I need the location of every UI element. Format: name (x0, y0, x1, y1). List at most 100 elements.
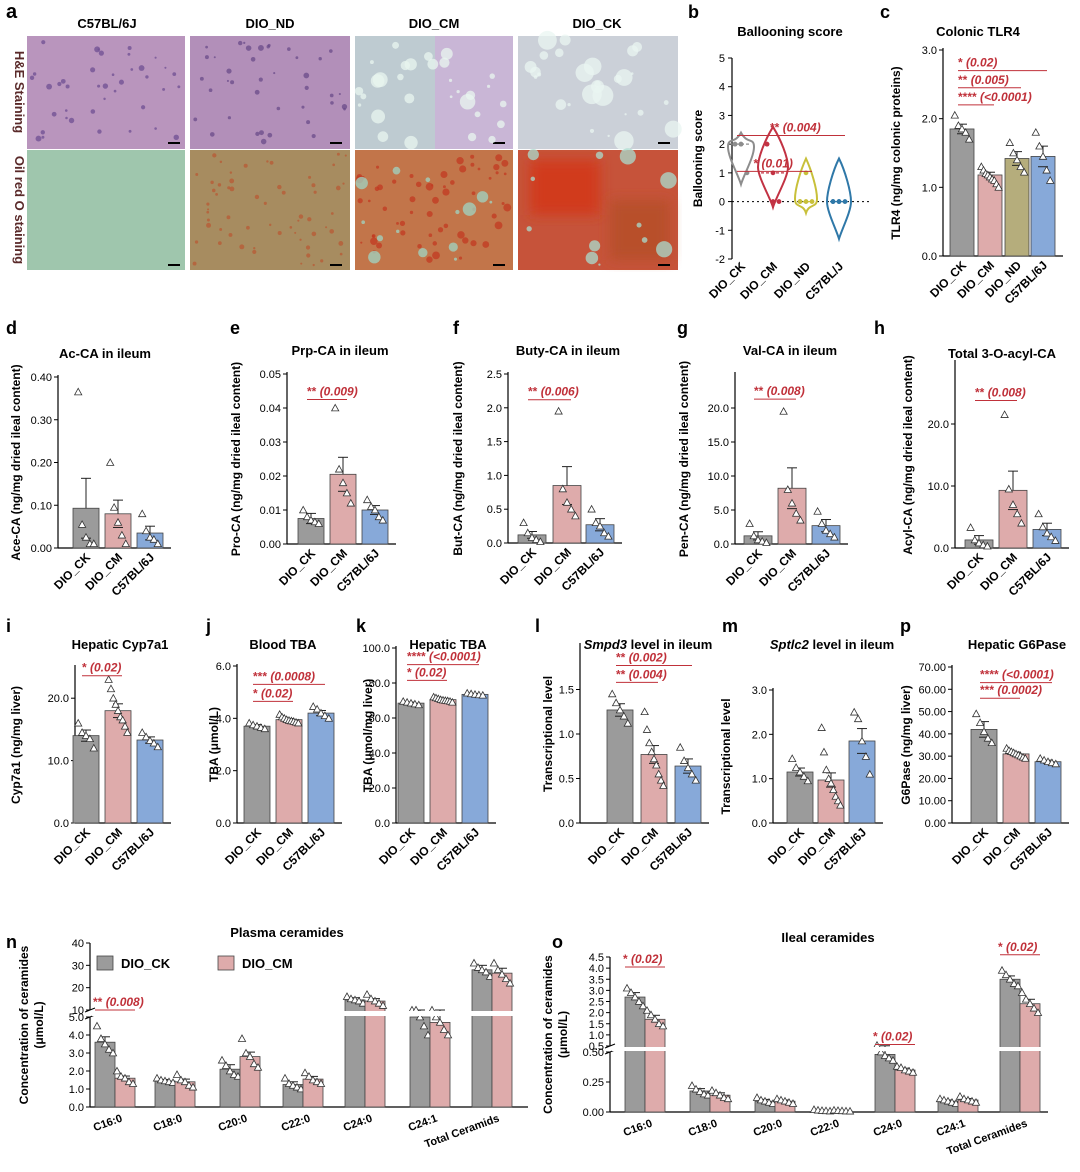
y-tick-label: 3.0 (922, 45, 937, 57)
bar (243, 725, 271, 824)
data-point (120, 721, 130, 730)
data-point (1038, 152, 1048, 160)
bar (777, 487, 807, 545)
significance-label: ** (0.008) (754, 384, 805, 398)
tissue-texture-dot (465, 90, 476, 101)
tissue-texture-dot (637, 109, 644, 116)
tissue-texture-dot (259, 130, 264, 136)
row-label-oil-red: Oil red O staining (12, 156, 27, 264)
data-point (493, 965, 503, 974)
y-tick-label: 70.00 (918, 662, 946, 674)
tissue-texture-dot (332, 163, 336, 167)
bar (471, 969, 493, 1108)
data-point (776, 199, 782, 204)
tissue-texture-dot (64, 109, 68, 112)
data-point (830, 199, 836, 204)
y-tick-label: 0.00 (925, 818, 946, 830)
tissue-texture-dot (90, 109, 96, 114)
data-point (623, 718, 633, 727)
data-point (791, 763, 801, 771)
y-axis-label: Ace-CA (ng/mg dried ileal content) (9, 364, 23, 560)
bar (136, 739, 164, 824)
tissue-texture-dot (470, 240, 477, 247)
tissue-texture-dot (488, 135, 496, 144)
tissue-texture-dot (477, 167, 481, 171)
tissue-texture-dot (357, 103, 362, 107)
data-point (314, 519, 324, 527)
violin (825, 156, 853, 243)
data-point (783, 485, 793, 493)
tissue-texture-dot (474, 111, 481, 118)
data-point (123, 728, 132, 736)
bar (606, 709, 634, 824)
data-point (149, 535, 159, 543)
significance-p-value: (0.004) (783, 121, 821, 135)
data-point (448, 697, 457, 706)
bar (644, 1018, 666, 1113)
y-tick-label: 2.5 (589, 997, 604, 1009)
tissue-texture-dot (206, 210, 210, 214)
oilred-image-nd (190, 150, 350, 270)
y-tick-label: 0.00 (260, 539, 281, 551)
data-point (723, 1094, 733, 1103)
data-point (128, 1079, 138, 1087)
tissue-texture-dot (295, 56, 299, 60)
tissue-texture-dot (367, 199, 371, 203)
data-point (752, 1093, 762, 1101)
tissue-texture-dot (448, 242, 458, 252)
tissue-texture-dot (486, 84, 491, 88)
tissue-texture-dot (440, 47, 453, 60)
y-tick-label: 20.0 (708, 403, 729, 415)
bar (1030, 156, 1056, 257)
tissue-texture-dot (439, 57, 450, 68)
data-point (308, 1075, 318, 1084)
legend-swatch (96, 955, 114, 971)
tissue-texture-dot (329, 49, 333, 53)
y-tick-label: 0.0 (216, 818, 231, 830)
significance-label: ** (0.004) (616, 667, 667, 681)
y-axis-label: Pen-CA (ng/mg dried ileal content) (677, 361, 691, 557)
data-point (117, 530, 127, 539)
data-point (691, 1084, 701, 1093)
tissue-texture-dot (501, 201, 505, 206)
data-point (1038, 522, 1048, 531)
data-point (745, 519, 754, 527)
bar (894, 1069, 916, 1113)
tissue-texture-dot (311, 183, 316, 188)
tissue-texture-dot (229, 186, 235, 192)
y-axis-label: TBA (μmol/L) (207, 707, 221, 782)
tissue-texture-dot (41, 135, 45, 139)
data-point (113, 706, 123, 714)
significance-stars: * (253, 686, 261, 700)
tissue-texture-dot (94, 46, 101, 53)
y-axis-label-line2: (μmol/L) (556, 1011, 570, 1058)
tissue-texture-dot (615, 69, 633, 86)
tissue-texture-dot (111, 73, 115, 76)
x-tick-label: C22:0 (280, 1113, 312, 1135)
panel-o-ileal-ceramides: o Ileal ceramides Concentration of ceramid… (541, 930, 1048, 1158)
tissue-texture-dot (65, 84, 70, 89)
y-tick-label: 0.0 (69, 1102, 84, 1114)
title-italic-gene: Sptlc2 (770, 637, 810, 652)
tissue-texture-dot (267, 132, 273, 138)
tissue-texture-dot (226, 79, 229, 83)
significance-label: ** (0.006) (528, 385, 579, 399)
tissue-texture-dot (456, 89, 460, 94)
tissue-texture-dot (320, 259, 324, 263)
bar (361, 509, 389, 545)
y-axis-label: Ballooning score (691, 110, 705, 208)
y-tick-label: 6.0 (216, 661, 231, 673)
bar (998, 489, 1028, 549)
tissue-texture-dot (450, 180, 455, 185)
data-point (787, 498, 797, 507)
significance-stars: ** (770, 121, 783, 135)
tissue-texture-dot (425, 182, 434, 191)
panel-h-total-acyl-ca: h Total 3-O-acyl-CA 0.0 10.0 20.0 Acyl-CA (ng… (874, 318, 1069, 599)
panel-letter: d (6, 318, 17, 338)
data-point (884, 1053, 894, 1062)
tissue-texture-dot (97, 129, 102, 134)
panel-letter: n (6, 932, 17, 952)
data-point (109, 693, 118, 702)
data-point (817, 519, 827, 527)
